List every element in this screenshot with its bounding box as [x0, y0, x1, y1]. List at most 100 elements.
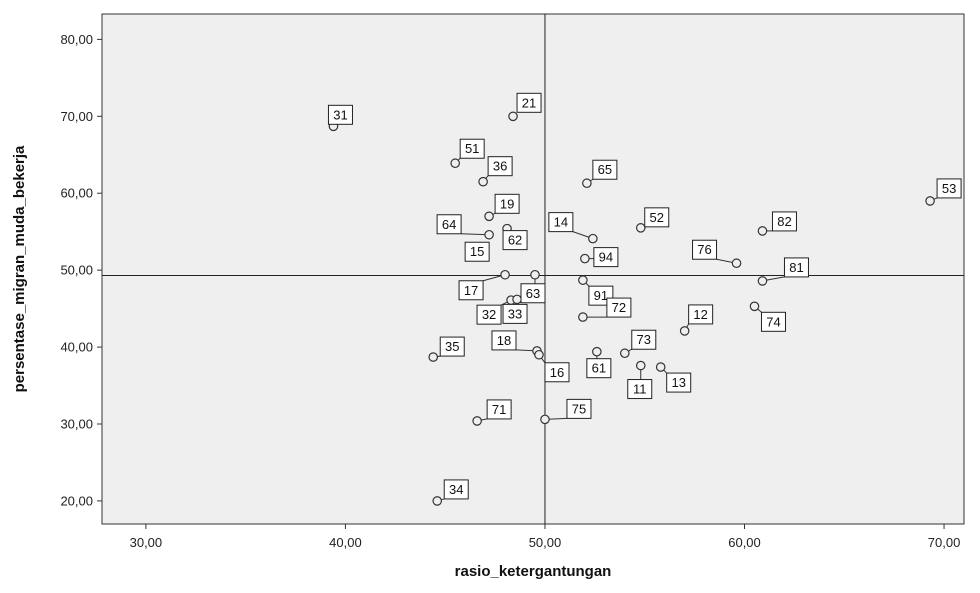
data-point-13	[655, 362, 666, 372]
data-point-19	[484, 211, 494, 222]
data-points	[328, 111, 935, 506]
data-point-51	[450, 158, 460, 169]
point-label-box-13	[666, 372, 692, 393]
point-label-box-11	[627, 379, 653, 400]
y-tick-label: 80,00	[60, 32, 93, 47]
data-point-21	[508, 111, 518, 122]
y-tick-label: 20,00	[60, 493, 93, 508]
data-point-76	[731, 258, 742, 269]
point-label-76: 76	[697, 242, 711, 257]
point-label-17: 17	[464, 283, 478, 298]
y-tick-label: 30,00	[60, 417, 93, 432]
point-label-box-76	[692, 239, 718, 260]
data-point-11	[635, 360, 646, 371]
point-label-box-75	[566, 398, 592, 419]
data-point-71	[472, 416, 482, 426]
point-label-33: 33	[508, 306, 522, 321]
point-label-14: 14	[554, 215, 568, 230]
point-label-box-71	[486, 399, 512, 420]
y-tick-label: 40,00	[60, 340, 93, 355]
point-label-box-73	[631, 329, 657, 350]
data-point-36	[478, 176, 488, 187]
point-label-box-34	[443, 479, 469, 500]
point-label-box-74	[760, 311, 786, 332]
point-label-box-36	[487, 156, 513, 177]
point-label-box-19	[494, 193, 520, 214]
y-axis-ticks: 20,00 30,00 40,00 50,00 60,00 70,00 80,00	[60, 32, 102, 508]
point-label-box-12	[688, 304, 714, 325]
point-label-box-14	[548, 212, 574, 233]
data-point-72	[578, 312, 588, 322]
point-label-box-51	[459, 138, 485, 159]
y-tick-label: 70,00	[60, 109, 93, 124]
point-label-11: 11	[633, 382, 647, 397]
point-label-75: 75	[572, 401, 586, 416]
point-label-34: 34	[449, 482, 463, 497]
point-label-53: 53	[942, 181, 956, 196]
point-label-65: 65	[598, 162, 612, 177]
point-labels: 31 21 51 36 65 53 19 14 52 82 64 62 15 76 94 17 63 81 91 32…	[327, 92, 962, 500]
point-label-box-31	[327, 104, 353, 125]
data-point-63	[530, 269, 540, 280]
point-label-32: 32	[482, 307, 496, 322]
point-label-74: 74	[766, 314, 780, 329]
x-tick-label: 60,00	[728, 535, 761, 550]
point-label-63: 63	[526, 286, 540, 301]
point-label-box-17	[458, 280, 484, 301]
point-label-94: 94	[599, 250, 613, 265]
point-label-36: 36	[493, 159, 507, 174]
point-label-box-64	[436, 214, 462, 235]
point-label-box-18	[491, 330, 517, 351]
data-point-35	[428, 352, 439, 362]
data-point-91	[578, 275, 588, 285]
point-label-box-16	[544, 362, 570, 383]
point-label-box-15	[464, 241, 490, 262]
data-point-53	[925, 196, 935, 206]
data-point-34	[432, 496, 443, 506]
point-label-73: 73	[637, 332, 651, 347]
point-label-13: 13	[671, 375, 685, 390]
point-label-35: 35	[445, 339, 459, 354]
plot-area	[101, 13, 965, 525]
data-point-64	[484, 229, 494, 240]
point-label-box-82	[771, 211, 797, 232]
data-point-12	[679, 326, 690, 336]
x-tick-label: 40,00	[329, 535, 362, 550]
point-label-71: 71	[492, 402, 506, 417]
point-label-box-94	[593, 247, 619, 268]
point-label-31: 31	[333, 107, 347, 122]
x-tick-label: 50,00	[529, 535, 562, 550]
data-point-81	[757, 276, 768, 286]
point-label-51: 51	[465, 141, 479, 156]
point-label-72: 72	[612, 300, 626, 315]
x-axis-title: rasio_ketergantungan	[455, 563, 612, 580]
x-tick-label: 30,00	[130, 535, 163, 550]
data-point-82	[757, 226, 768, 236]
point-label-21: 21	[522, 95, 536, 110]
point-label-81: 81	[789, 260, 803, 275]
data-point-14	[588, 233, 598, 244]
data-point-75	[540, 414, 550, 425]
point-label-15: 15	[470, 244, 484, 259]
data-point-65	[582, 178, 592, 189]
point-label-box-65	[592, 159, 618, 180]
data-point-61	[592, 346, 602, 357]
point-label-box-33	[502, 303, 528, 324]
point-label-19: 19	[500, 196, 514, 211]
point-label-box-62	[502, 230, 528, 251]
point-label-box-63	[520, 283, 546, 304]
data-point-17	[500, 269, 510, 280]
point-label-62: 62	[508, 233, 522, 248]
point-label-box-35	[439, 336, 465, 357]
point-label-box-72	[606, 297, 632, 318]
point-label-82: 82	[777, 214, 791, 229]
y-tick-label: 50,00	[60, 263, 93, 278]
y-axis-title: persentase_migran_muda_bekerja	[11, 145, 28, 392]
point-label-12: 12	[693, 307, 707, 322]
x-tick-label: 70,00	[928, 535, 961, 550]
point-label-64: 64	[442, 217, 456, 232]
data-point-74	[749, 301, 760, 312]
point-label-52: 52	[650, 210, 664, 225]
